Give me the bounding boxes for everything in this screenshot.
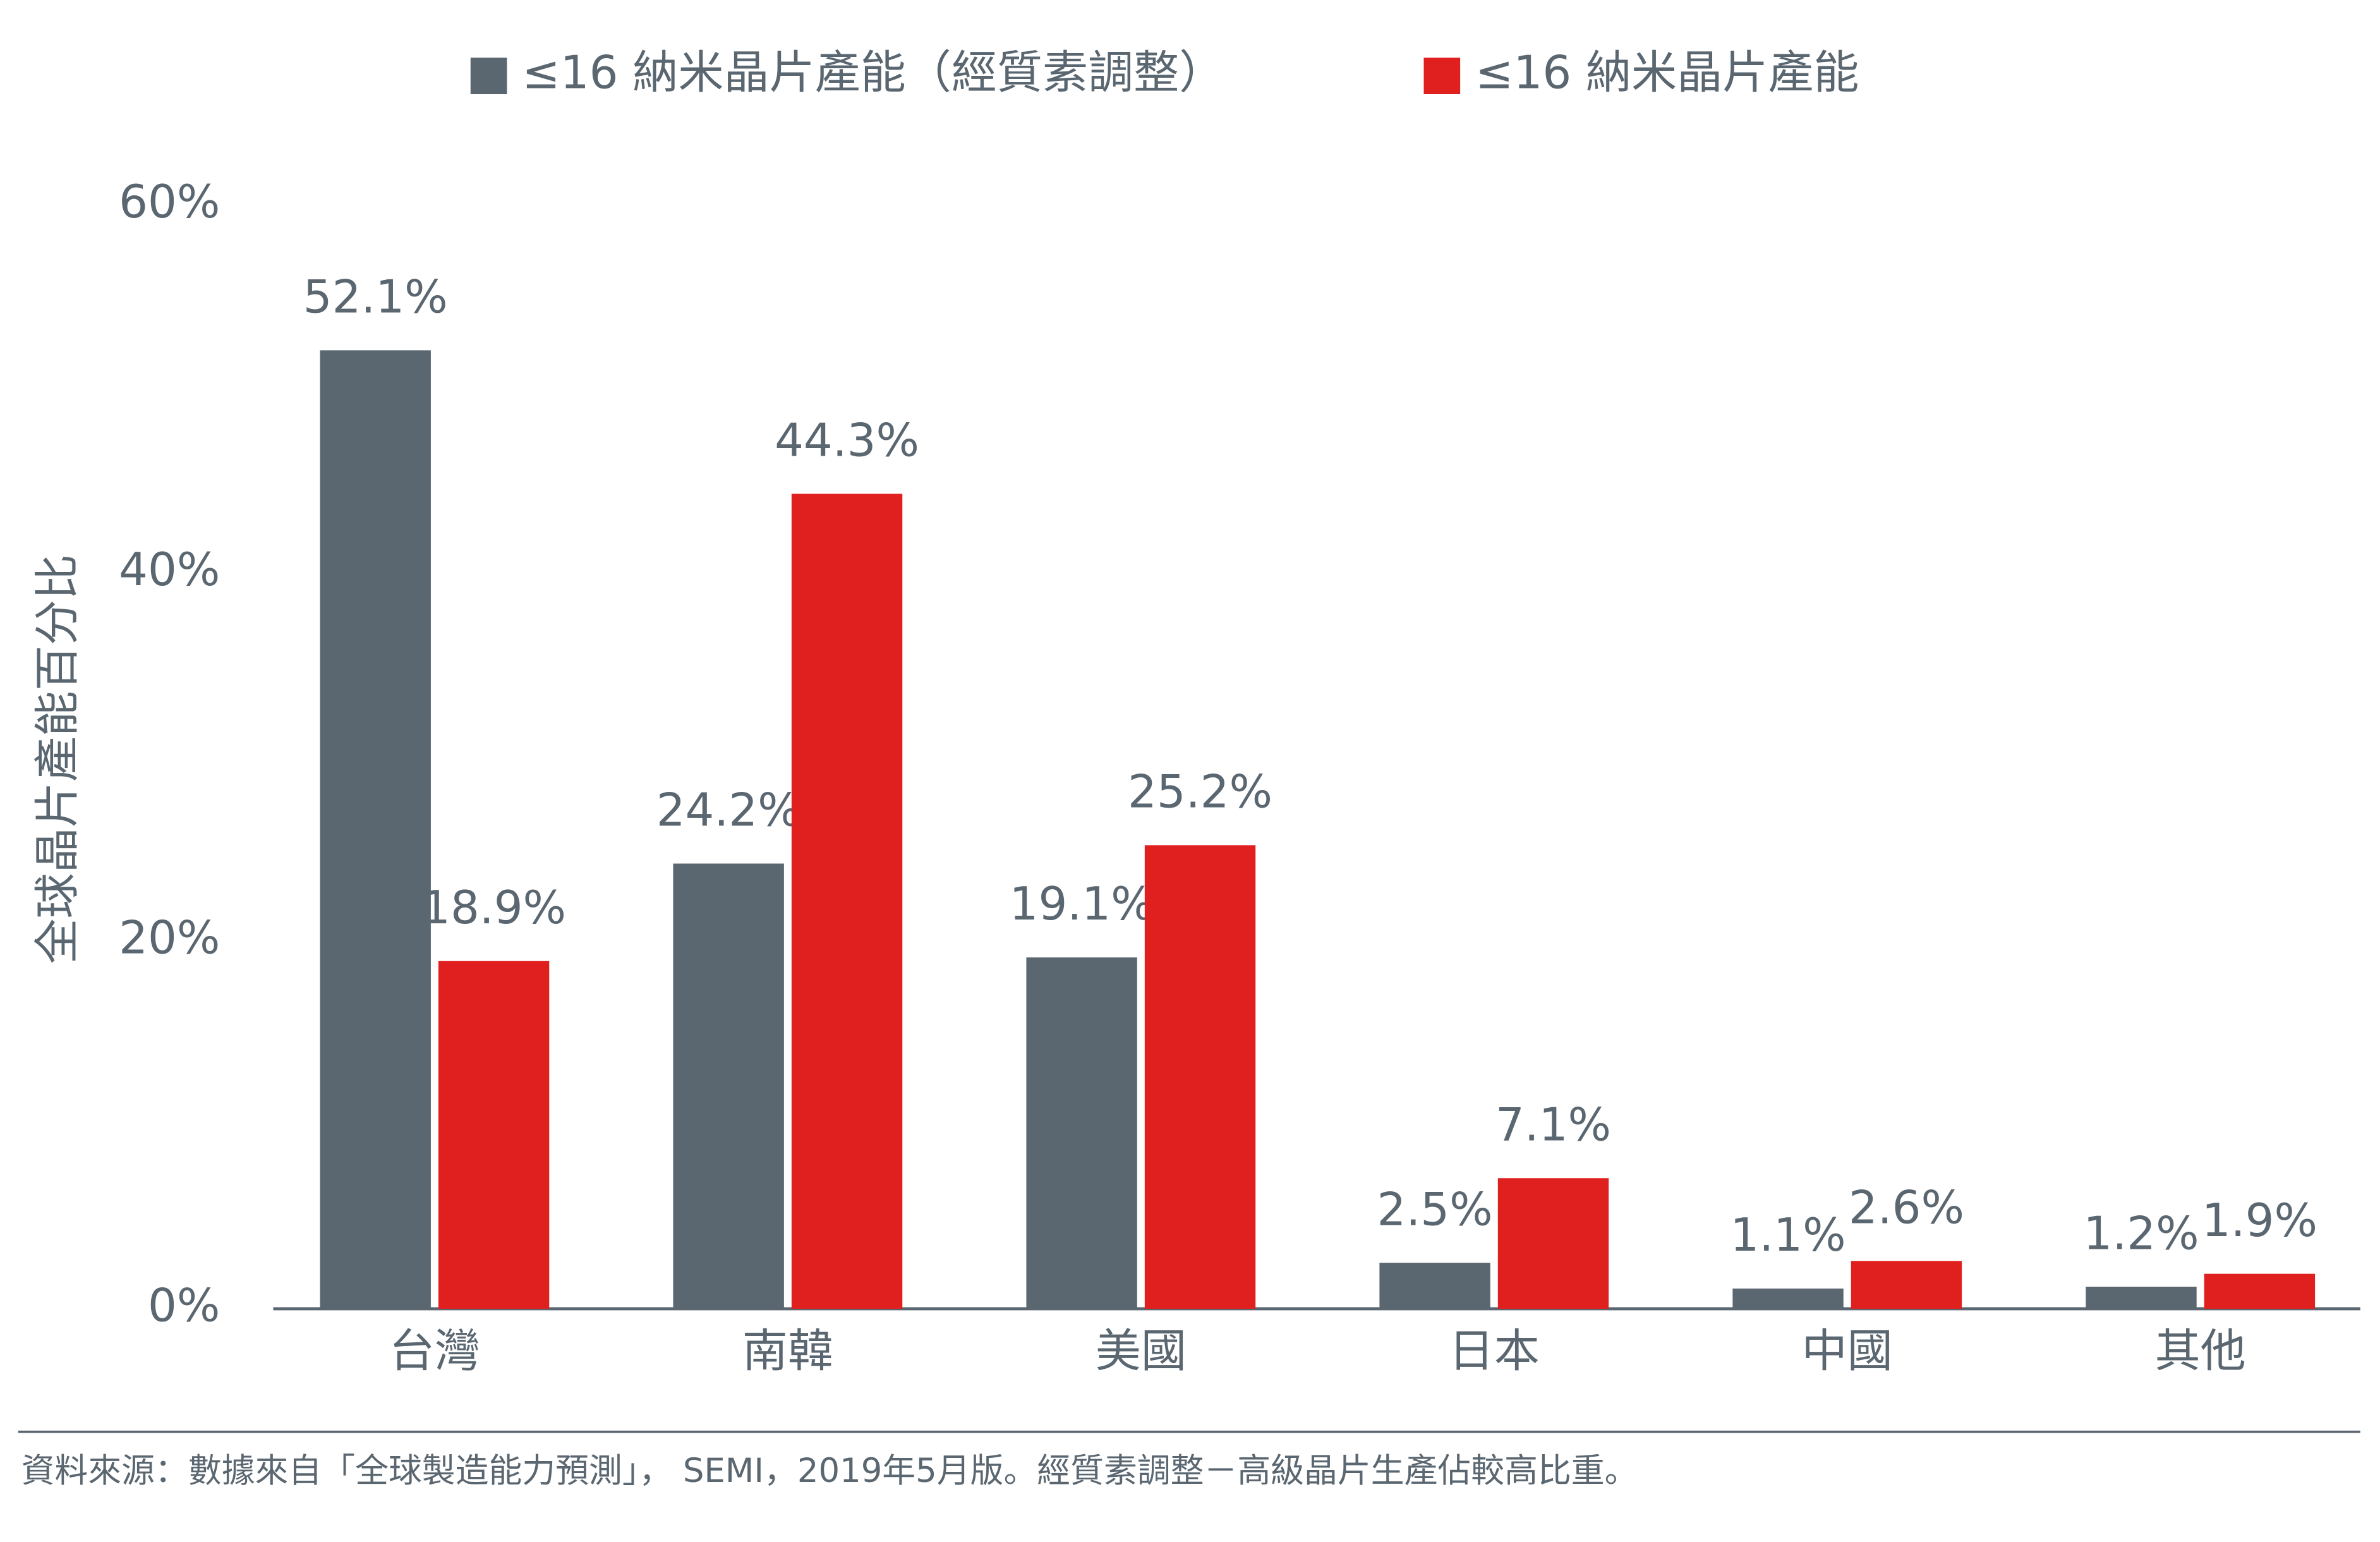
value-label: 52.1% [303,270,448,324]
value-label: 2.6% [1849,1181,1964,1234]
legend-label: ≤16 納米晶片產能（經質素調整） [522,46,1224,99]
value-label: 7.1% [1495,1098,1611,1151]
y-tick-label: 20% [119,911,220,964]
x-tick-label: 其他 [2155,1325,2246,1378]
bar [1144,845,1256,1309]
bar [320,350,431,1309]
value-label: 24.2% [656,784,801,837]
x-tick-label: 日本 [1449,1325,1540,1378]
bar [2204,1273,2316,1309]
bar [1379,1263,1490,1309]
value-label: 1.1% [1731,1208,1846,1261]
x-tick-label: 中國 [1802,1325,1893,1378]
bar [1026,957,1137,1309]
legend-swatch [470,58,507,94]
value-label: 1.9% [2202,1194,2317,1247]
y-axis-title: 全球晶片產能百分比 [31,554,84,964]
value-label: 19.1% [1010,877,1154,930]
x-tick-label: 美國 [1096,1325,1187,1378]
bar [673,863,784,1309]
bar [791,494,903,1309]
value-label: 44.3% [775,414,919,467]
bar [438,961,550,1309]
source-note: 資料來源：數據來自「全球製造能力預測」， SEMI，2019年5月版。經質素調整… [21,1452,1638,1490]
value-label: 1.2% [2083,1206,2199,1260]
y-tick-label: 40% [119,543,220,596]
value-label: 18.9% [421,881,566,934]
y-tick-label: 0% [148,1278,220,1332]
bar [1497,1178,1609,1309]
x-tick-label: 台灣 [389,1325,480,1378]
bar [2086,1287,2197,1309]
legend-swatch [1423,58,1461,94]
bar [1732,1288,1844,1309]
x-tick-label: 南韓 [742,1325,833,1378]
y-tick-label: 60% [119,175,220,228]
value-label: 25.2% [1128,765,1272,818]
legend-label: ≤16 納米晶片產能 [1475,46,1859,99]
value-label: 2.5% [1377,1182,1493,1235]
bar [1851,1261,1962,1309]
